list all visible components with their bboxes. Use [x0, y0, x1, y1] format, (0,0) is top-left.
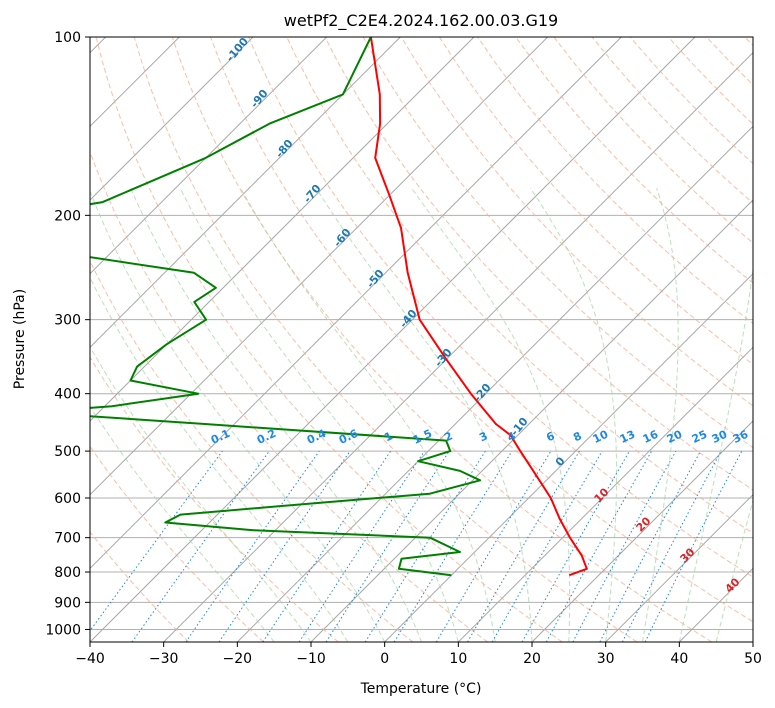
x-tick-label: 40 — [670, 651, 688, 667]
dry-adiabat-line — [90, 445, 264, 642]
mixing-ratio-line — [545, 450, 653, 642]
isotherm-line — [384, 272, 753, 642]
moist-adiabat-line — [90, 276, 349, 642]
dry-adiabat-line — [248, 37, 753, 578]
isotherm-line — [531, 420, 753, 642]
mixing-ratio-line — [131, 450, 270, 642]
moist-adiabat-line — [240, 187, 496, 642]
mixing-ratio-label: 36 — [731, 428, 751, 446]
isotherm-line — [163, 51, 753, 642]
mixing-ratio-line — [644, 450, 743, 642]
dry-adiabat-line — [90, 259, 414, 642]
dry-adiabat-line — [515, 37, 753, 284]
moist-adiabat-line — [315, 187, 533, 642]
dry-adiabat-line — [400, 37, 753, 407]
mixing-ratio-line — [572, 450, 677, 642]
moist-adiabat-line — [678, 265, 753, 642]
dry-adiabat-line — [90, 150, 488, 642]
mixing-ratio-line — [262, 450, 392, 642]
isotherm-line — [90, 37, 622, 570]
moist-adiabat-line — [642, 188, 679, 642]
moist-adiabat-line — [90, 345, 312, 642]
x-tick-label: 0 — [380, 651, 389, 667]
dry-adiabat-line — [324, 37, 753, 491]
reference-lines — [90, 37, 753, 642]
x-axis: −40 −30 −20 −10 0 10 20 30 40 50 — [75, 642, 762, 667]
plot-area: 0.1 0.2 0.4 0.6 1 1.5 2 3 4 6 8 10 13 16 20 25 30 36-100-… — [90, 37, 753, 642]
y-tick-label: 500 — [54, 444, 81, 460]
mixing-ratio-label: 30 — [710, 428, 730, 446]
isotherm-line — [90, 37, 475, 422]
dry-adiabat-line — [90, 531, 190, 642]
x-tick-label: −40 — [75, 651, 105, 667]
moist-adiabat-line — [179, 187, 459, 642]
y-tick-label: 400 — [54, 387, 81, 403]
x-tick-label: 50 — [744, 651, 762, 667]
dry-adiabat-line — [90, 356, 339, 642]
mixing-ratio-line — [185, 450, 320, 642]
y-axis: 100 200 300 400 500 600 700 800 900 1000 — [45, 30, 90, 638]
isotherm-line — [90, 37, 328, 275]
moist-adiabat-line — [130, 187, 422, 642]
moist-adiabat-line — [90, 189, 386, 642]
series-layer — [90, 37, 588, 577]
mixing-ratio-label: 20 — [665, 428, 685, 446]
mixing-ratio-line — [298, 450, 425, 642]
mixing-ratio-label: 13 — [618, 428, 637, 446]
isotherm-line — [90, 37, 254, 201]
isotherm-line — [90, 37, 549, 496]
mixing-ratio-line — [90, 450, 223, 632]
dry-adiabat-line — [438, 37, 753, 366]
dry-adiabat-line — [95, 37, 563, 642]
y-tick-label: 700 — [54, 531, 81, 547]
mixing-ratio-line — [218, 450, 351, 642]
y-tick-label: 600 — [54, 491, 81, 507]
mixing-ratio-label: 25 — [690, 428, 709, 446]
mixing-ratio-label: 10 — [591, 428, 611, 446]
y-tick-label: 1000 — [45, 622, 81, 638]
moist-adiabat-line — [411, 187, 571, 642]
x-tick-label: 10 — [449, 651, 467, 667]
dry-adiabat-line — [210, 37, 753, 623]
dry-adiabat-line — [171, 37, 712, 642]
moist-adiabat-line — [90, 405, 275, 642]
dry-adiabat-line — [133, 37, 638, 642]
y-tick-label: 200 — [54, 208, 81, 224]
chart-title: wetPf2_C2E4.2024.162.00.03.G19 — [284, 11, 558, 31]
y-tick-label: 900 — [54, 595, 81, 611]
dewpoint-profile-line — [90, 37, 482, 577]
y-tick-label: 300 — [54, 313, 81, 329]
mixing-ratio-line — [393, 450, 513, 642]
plot-frame — [89, 36, 754, 643]
x-axis-title: Temperature (°C) — [360, 681, 482, 697]
moist-adiabat-line — [530, 187, 617, 642]
x-tick-label: −20 — [223, 651, 253, 667]
isotherm-line — [236, 125, 753, 642]
mixing-ratio-label: 16 — [641, 428, 661, 446]
isotherm-line — [90, 37, 401, 349]
y-axis-title: Pressure (hPa) — [12, 289, 28, 389]
x-tick-label: 20 — [523, 651, 541, 667]
mixing-ratio-line — [521, 450, 630, 642]
x-tick-label: −10 — [296, 651, 326, 667]
x-tick-label: 30 — [597, 651, 615, 667]
isotherm-line — [457, 346, 753, 642]
x-tick-label: −30 — [149, 651, 179, 667]
y-tick-label: 800 — [54, 565, 81, 581]
y-tick-label: 100 — [54, 30, 81, 46]
isotherm-line — [605, 493, 753, 642]
mixing-ratio-line — [325, 450, 450, 642]
temperature-profile-line — [369, 37, 588, 577]
